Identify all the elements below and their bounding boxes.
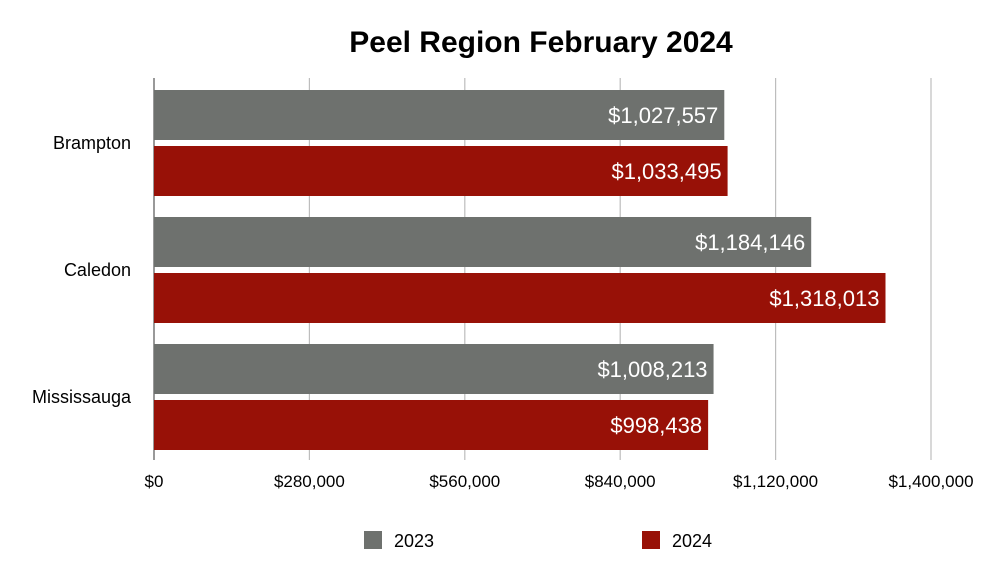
- bars: $1,027,557 $1,033,495 $1,184,146 $1,318,013…: [154, 90, 886, 450]
- data-label: $1,184,146: [695, 230, 805, 255]
- x-tick-label: $280,000: [274, 472, 345, 491]
- x-tick-label: $840,000: [585, 472, 656, 491]
- category-labels: Brampton Caledon Mississauga: [32, 133, 132, 407]
- bar-mississauga-2023: [154, 344, 714, 394]
- category-label: Brampton: [53, 133, 131, 153]
- x-tick-label: $1,120,000: [733, 472, 818, 491]
- chart-title: Peel Region February 2024: [349, 26, 733, 59]
- legend-swatch-2023: [364, 531, 382, 549]
- data-label: $998,438: [610, 413, 702, 438]
- legend-label-2024: 2024: [672, 531, 712, 551]
- category-label: Caledon: [64, 260, 131, 280]
- data-label: $1,008,213: [597, 357, 707, 382]
- x-tick-label: $0: [145, 472, 164, 491]
- bar-mississauga-2024: [154, 400, 709, 450]
- legend-label-2023: 2023: [394, 531, 434, 551]
- gridlines: [153, 78, 932, 460]
- data-label: $1,027,557: [608, 103, 718, 128]
- legend: 2023 2024: [364, 531, 712, 551]
- x-tick-label: $560,000: [429, 472, 500, 491]
- category-label: Mississauga: [32, 387, 132, 407]
- bar-caledon-2024: [154, 273, 886, 323]
- bar-brampton-2024: [154, 146, 728, 196]
- data-label: $1,033,495: [611, 159, 721, 184]
- bar-brampton-2023: [154, 90, 725, 140]
- x-tick-label: $1,400,000: [888, 472, 973, 491]
- bar-caledon-2023: [154, 217, 812, 267]
- x-axis-tick-labels: $0 $280,000 $560,000 $840,000 $1,120,000 $1,4…: [145, 472, 974, 491]
- legend-swatch-2024: [642, 531, 660, 549]
- data-label: $1,318,013: [769, 286, 879, 311]
